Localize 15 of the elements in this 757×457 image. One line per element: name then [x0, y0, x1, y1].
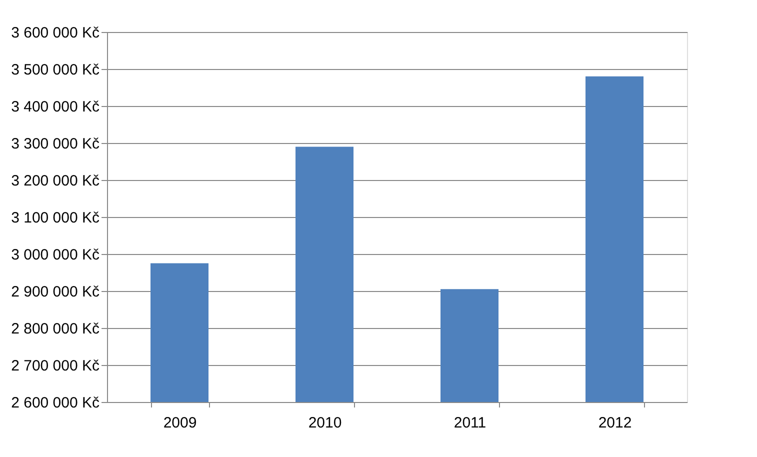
y-tick-label: 3 400 000 Kč	[11, 98, 100, 116]
y-tick-label: 2 600 000 Kč	[11, 394, 100, 412]
y-tick-label: 2 800 000 Kč	[11, 320, 100, 338]
y-tick-label: 3 500 000 Kč	[11, 62, 100, 78]
x-tick-label: 2010	[308, 414, 342, 432]
x-tick-label: 2011	[454, 414, 486, 432]
y-tick-label: 3 100 000 Kč	[11, 210, 100, 226]
y-tick-label: 2 700 000 Kč	[11, 358, 100, 374]
x-tick-label: 2009	[163, 414, 197, 432]
y-tick-label: 3 300 000 Kč	[11, 136, 100, 152]
y-tick-label: 3 000 000 Kč	[11, 246, 100, 264]
y-tick-label: 3 600 000 Kč	[11, 24, 100, 42]
y-tick-label: 2 900 000 Kč	[11, 284, 100, 300]
x-tick-label: 2012	[598, 414, 632, 432]
y-tick-label: 3 200 000 Kč	[11, 172, 100, 190]
